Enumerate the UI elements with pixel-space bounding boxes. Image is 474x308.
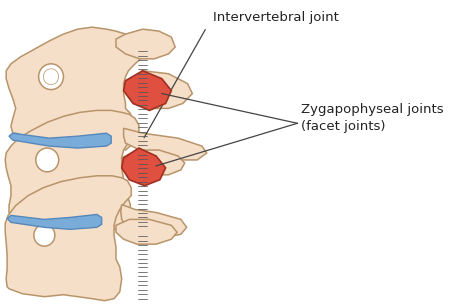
Text: (facet joints): (facet joints) (301, 120, 386, 133)
Polygon shape (116, 219, 177, 244)
Polygon shape (122, 148, 165, 186)
Circle shape (38, 64, 64, 90)
Polygon shape (124, 128, 207, 160)
Polygon shape (5, 176, 131, 301)
Polygon shape (5, 110, 139, 231)
Circle shape (36, 148, 59, 172)
Polygon shape (121, 205, 187, 237)
Text: Intervertebral joint: Intervertebral joint (213, 11, 339, 24)
Polygon shape (116, 29, 175, 59)
Text: Zygapophyseal joints: Zygapophyseal joints (301, 103, 444, 116)
Polygon shape (9, 133, 111, 148)
Circle shape (34, 224, 55, 246)
Polygon shape (122, 150, 185, 175)
Polygon shape (124, 71, 192, 108)
Polygon shape (124, 71, 172, 110)
Polygon shape (7, 214, 101, 229)
Polygon shape (6, 27, 143, 150)
